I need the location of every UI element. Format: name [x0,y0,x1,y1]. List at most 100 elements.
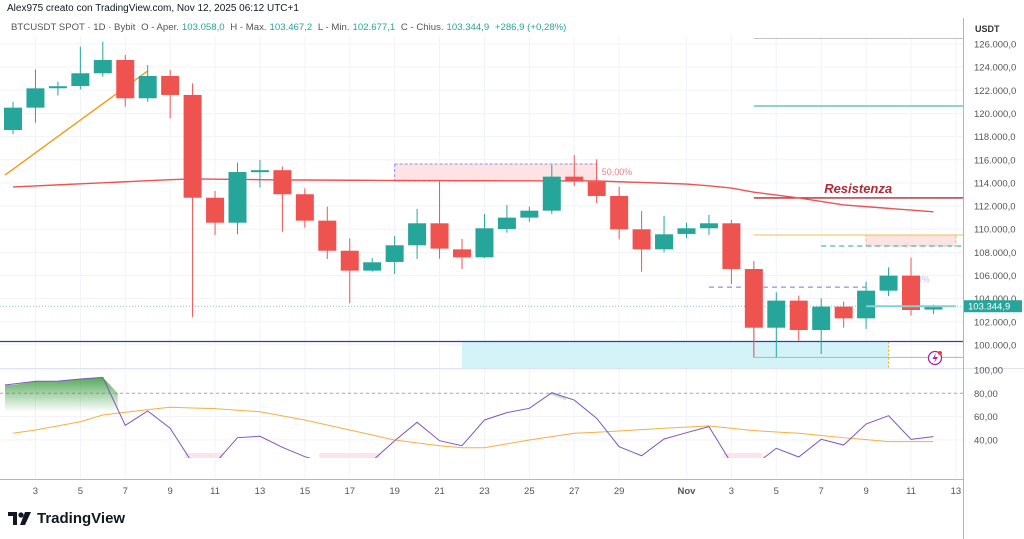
candle-23 [520,206,539,222]
resistance-label: Resistenza [824,181,892,196]
candle-body [161,75,180,95]
price-tick-label: 116.000,0 [974,155,1016,166]
date-tick-label: 11 [906,486,916,497]
candle-19 [430,181,449,259]
tradingview-logo[interactable]: TradingView [8,510,125,527]
candle-body [183,94,202,198]
candle-1 [26,69,45,123]
date-tick-label: 3 [729,486,734,497]
candle-8 [183,83,202,318]
cyan-zone-box [462,341,889,369]
candle-22 [497,205,516,233]
date-tick-label: 13 [951,486,962,497]
candle-36 [812,298,831,354]
candle-16 [363,258,382,272]
close-value: 103.344,9 [446,22,490,33]
candle-body [228,172,247,223]
price-tick-label: 126.000,0 [974,40,1016,51]
price-tick-label: 124.000,0 [974,63,1016,74]
last-price-badge [964,300,1022,313]
price-tick-label: 102.000,0 [974,317,1016,328]
candle-15 [340,238,359,304]
candle-6 [138,64,157,102]
candle-29 [655,216,674,253]
rsi-tick-label: 60,00 [974,412,998,423]
symbol-label[interactable]: BTCUSDT SPOT · 1D · Bybit [11,22,136,33]
candle-34 [767,292,786,358]
candle-10 [228,162,247,235]
date-tick-label: 19 [389,486,400,497]
candle-body [542,176,561,211]
candle-body [610,195,629,230]
moving-average-line [12,178,934,213]
fib-label: 50,00% [602,167,633,177]
date-tick-label: 5 [78,486,83,497]
candle-body [408,223,427,246]
overbought-fill-2 [545,392,567,401]
candle-body [430,223,449,249]
change-value: +286,9 (+0,28%) [494,22,567,33]
candle-20 [453,239,471,270]
candle-14 [318,206,337,259]
candle-body [857,290,876,319]
candle-2 [48,81,67,96]
price-tick-label: 104.000,0 [974,294,1016,305]
candle-35 [789,295,808,341]
lightning-bolt [932,353,938,363]
date-tick-label: 15 [300,486,311,497]
candle-body [26,88,45,108]
candle-27 [610,186,629,240]
price-tick-label: 120.000,0 [974,109,1016,120]
candle-32 [722,219,741,284]
date-tick-label: 21 [434,486,445,497]
overbought-fill [5,377,118,412]
candle-28 [632,211,651,272]
candle-body [497,217,516,229]
candle-body [565,176,584,182]
candle-39 [879,267,898,296]
candle-17 [385,236,404,274]
price-tick-label: 108.000,0 [974,248,1016,259]
oversold-fill [723,453,763,458]
candle-13 [295,188,314,228]
candle-body [834,306,853,319]
candle-9 [206,191,225,235]
date-tick-label: 7 [819,486,824,497]
candle-body [587,181,606,196]
date-tick-label: 29 [614,486,625,497]
candle-12 [273,166,292,232]
candle-body [879,275,898,291]
candle-body [924,306,943,310]
candle-7 [161,70,180,119]
low-label: L - Min. [317,22,350,33]
rsi-line [4,376,934,458]
candle-body [520,210,539,218]
candle-body [744,269,763,328]
candle-3 [71,46,90,90]
candle-11 [250,159,269,188]
candle-30 [677,222,696,239]
price-tick-label: 118.000,0 [974,132,1016,143]
candle-body [655,234,674,250]
candle-body [93,59,112,74]
candle-body [902,275,920,310]
candle-body [250,170,269,173]
price-tick-label: 110.000,0 [974,225,1016,236]
candle-body [385,245,404,262]
alert-dot [938,351,942,355]
brand-name: TradingView [37,510,126,527]
target-box [865,234,957,247]
oversold-fill [184,453,224,458]
candle-body [273,170,292,195]
date-tick-label: Nov [678,486,697,497]
last-price-label: 103.344,9 [968,302,1010,313]
date-tick-label: 5 [774,486,779,497]
date-tick-label: 9 [863,486,868,497]
candle-body [453,249,471,258]
candle-37 [834,301,853,328]
date-tick-label: 9 [168,486,173,497]
low-value: 102.677,1 [352,22,396,33]
lightning-icon[interactable] [927,350,943,366]
candle-body [475,228,494,258]
